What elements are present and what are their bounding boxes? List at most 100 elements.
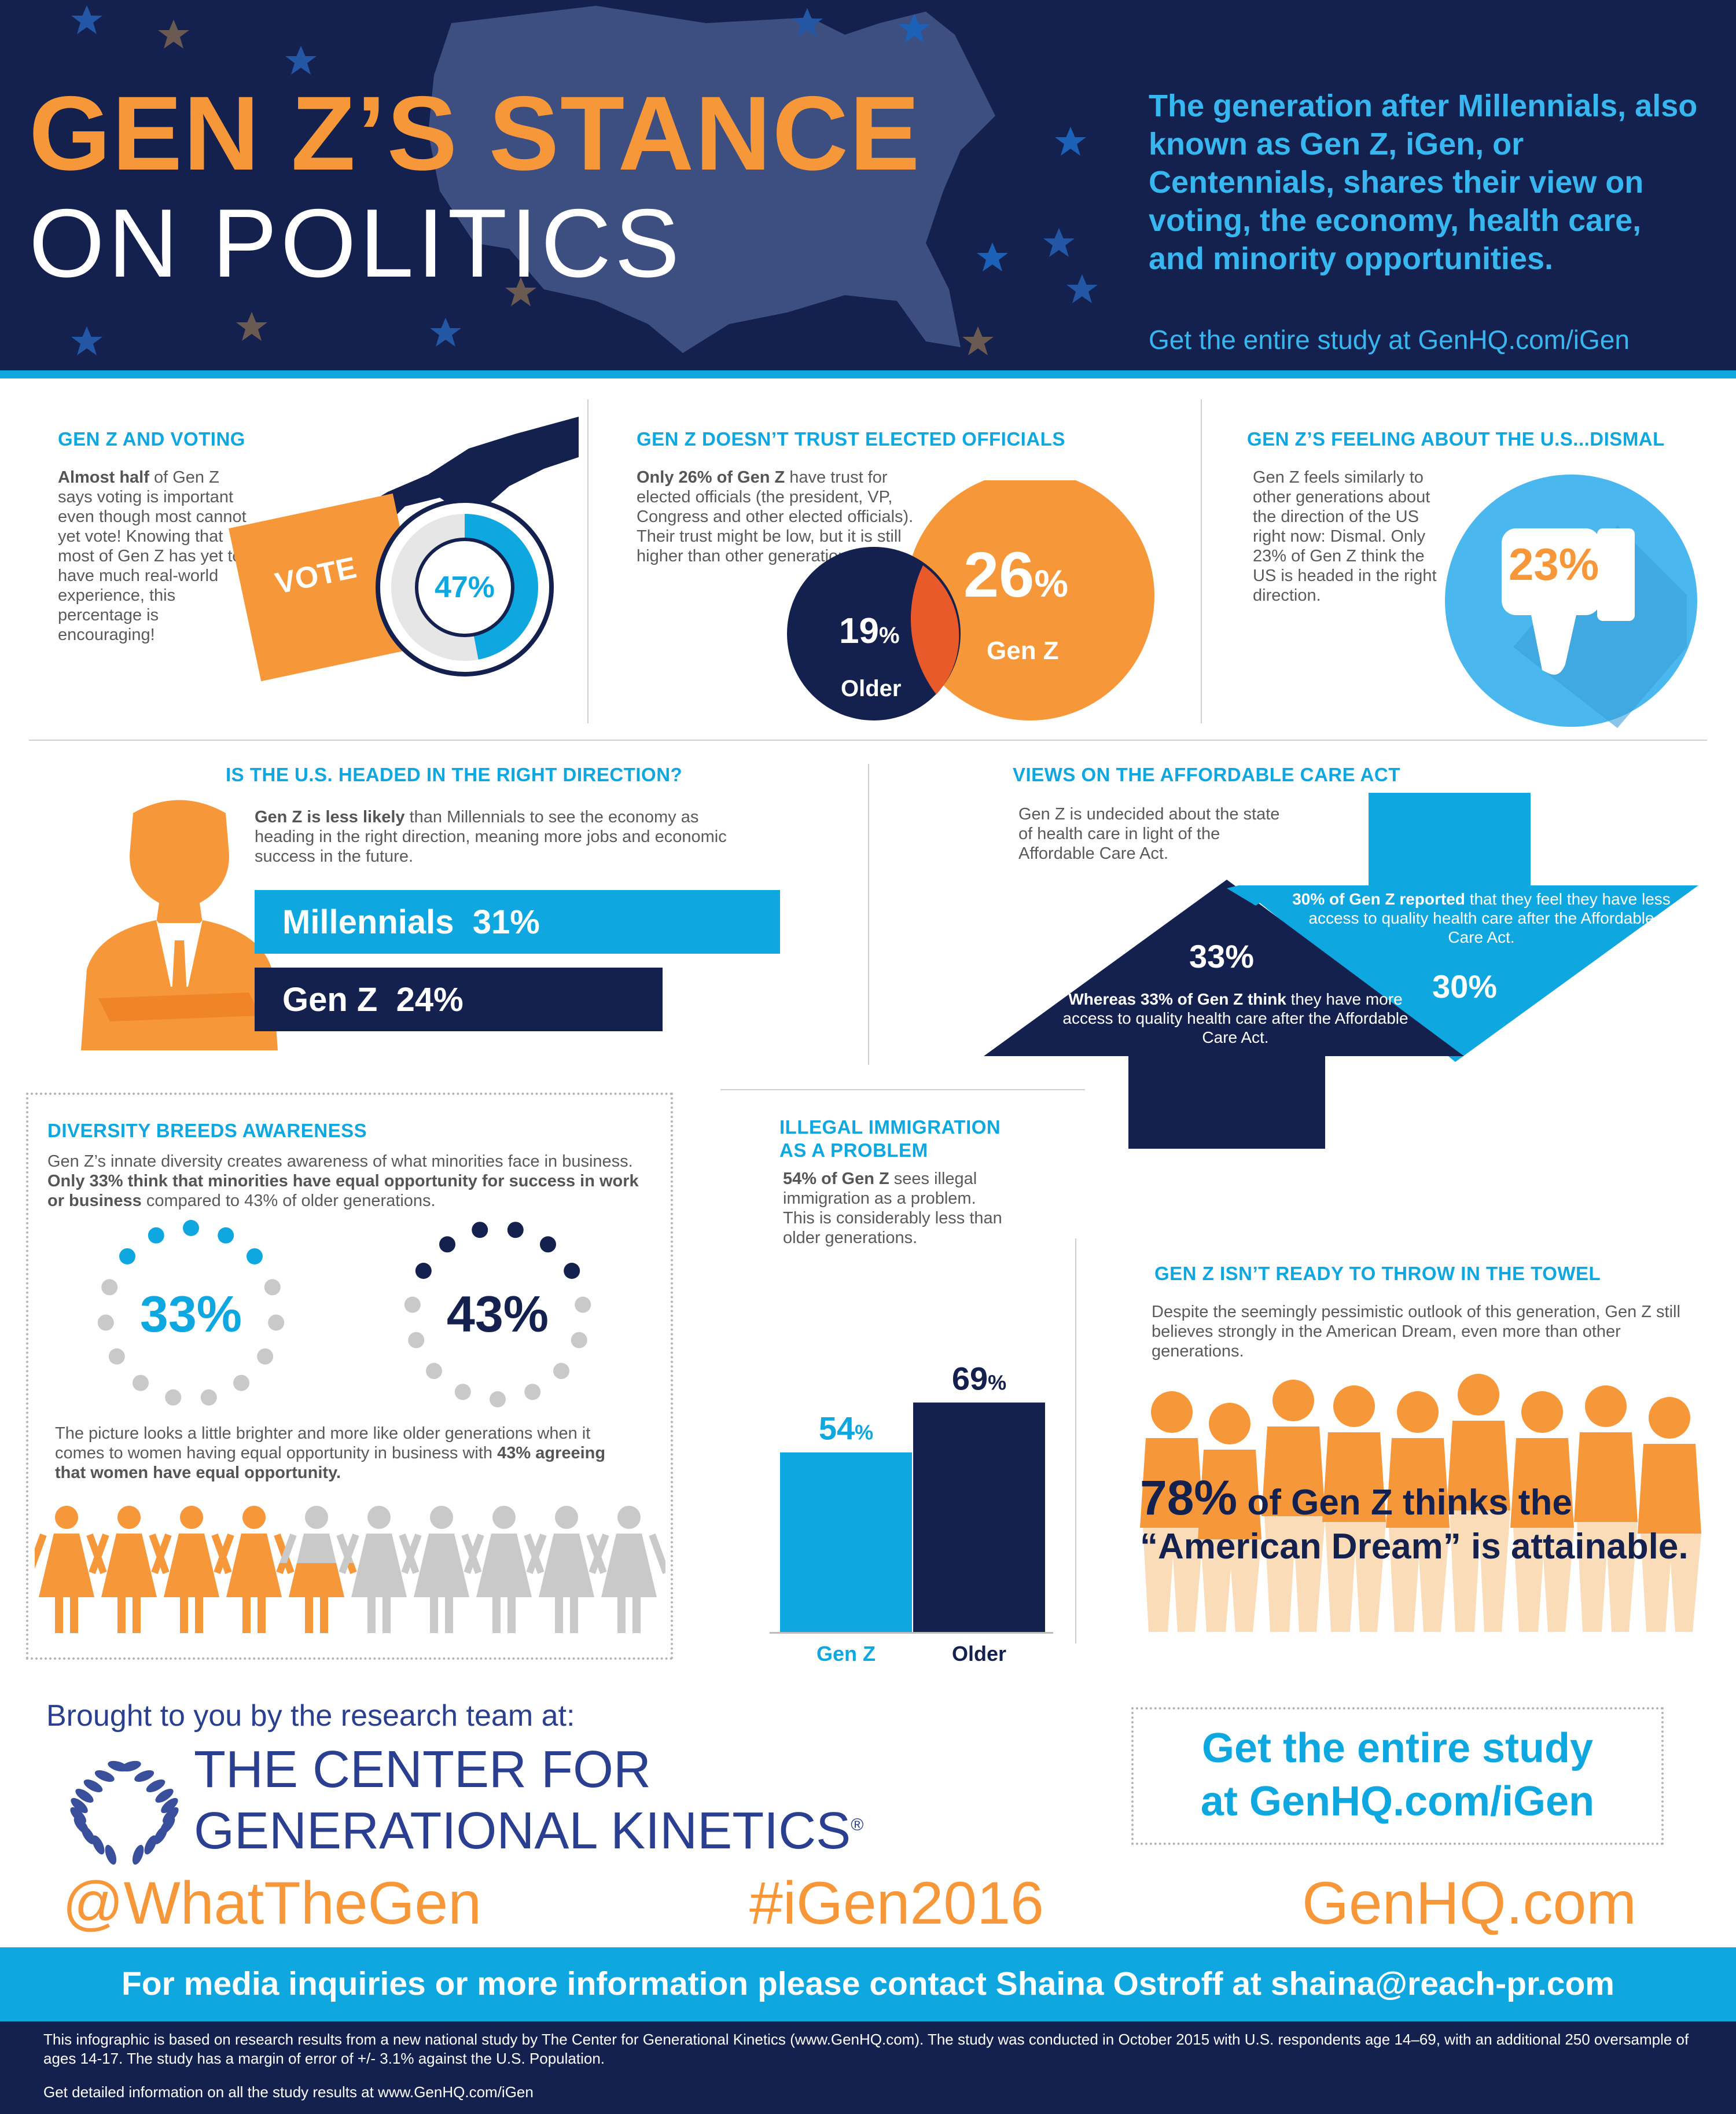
trust-venn bbox=[787, 480, 1154, 720]
diversity-box bbox=[26, 1093, 673, 1660]
towel-title: GEN Z ISN’T READY TO THROW IN THE TOWEL bbox=[1154, 1263, 1601, 1284]
trust-genz-value: 26% bbox=[963, 538, 1068, 612]
trust-lead: Only 26% of Gen Z bbox=[637, 468, 785, 487]
aca-text: Gen Z is undecided about the state of he… bbox=[1018, 805, 1280, 863]
aca-up-lead: Whereas 33% of Gen Z think bbox=[1068, 990, 1286, 1008]
thumbs-down-icon bbox=[1445, 475, 1697, 728]
immigration-chart: 54% Gen Z 69% Older bbox=[770, 1361, 1053, 1666]
immigration-title-line2: AS A PROBLEM bbox=[779, 1139, 928, 1161]
usa-map-icon bbox=[428, 6, 995, 353]
dismal-title: GEN Z’S FEELING ABOUT THE U.S...DISMAL bbox=[1247, 428, 1665, 450]
org-name: THE CENTER FOR GENERATIONAL KINETICS® bbox=[194, 1742, 863, 1859]
voting-title: GEN Z AND VOTING bbox=[58, 428, 245, 450]
ring-dot bbox=[553, 1363, 569, 1380]
site-link[interactable]: GenHQ.com bbox=[1302, 1870, 1636, 1937]
immigration-lead: 54% of Gen Z bbox=[783, 1170, 889, 1188]
ring-dot bbox=[571, 1332, 587, 1348]
person-silhouette bbox=[1510, 1391, 1574, 1632]
contact-bar bbox=[0, 1947, 1736, 2021]
ring-dot bbox=[264, 1279, 281, 1296]
study-line1: Get the entire study bbox=[1201, 1725, 1594, 1771]
person-silhouette bbox=[1198, 1403, 1261, 1632]
person-silhouette bbox=[1386, 1391, 1450, 1632]
twitter-handle[interactable]: @WhatTheGen bbox=[62, 1870, 482, 1937]
hashtag[interactable]: #iGen2016 bbox=[749, 1870, 1044, 1937]
voting-body: of Gen Z says voting is important even t… bbox=[58, 468, 247, 644]
trust-body: have trust for elected officials (the pr… bbox=[637, 468, 914, 565]
immigration-title-line1: ILLEGAL IMMIGRATION bbox=[779, 1116, 1001, 1138]
direction-bar-label: Millennials 31% bbox=[282, 903, 540, 942]
x-axis bbox=[770, 1632, 1053, 1634]
ring-dot bbox=[200, 1389, 217, 1406]
woman-icon bbox=[151, 1506, 232, 1633]
org-line2: GENERATIONAL KINETICS® bbox=[194, 1797, 863, 1859]
ring-dot bbox=[165, 1389, 182, 1406]
ring-dot bbox=[564, 1263, 580, 1279]
ring-dot bbox=[472, 1222, 488, 1238]
diversity-genz-value: 33% bbox=[139, 1285, 242, 1343]
org-reg: ® bbox=[851, 1815, 864, 1834]
genz-number: 26 bbox=[963, 539, 1035, 611]
ring-dot bbox=[133, 1374, 149, 1391]
disclaimer: This infographic is based on research re… bbox=[43, 2031, 1689, 2067]
diversity-bold2: 43% agreeing that women have equal oppor… bbox=[55, 1444, 606, 1482]
diversity-bold: Only 33% think that minorities have equa… bbox=[47, 1172, 639, 1210]
header-study-link[interactable]: Get the entire study at GenHQ.com/iGen bbox=[1149, 325, 1630, 355]
ring-dot bbox=[454, 1384, 471, 1400]
people-group-icon bbox=[1140, 1374, 1701, 1632]
voting-lead: Almost half bbox=[58, 468, 149, 487]
voting-donut bbox=[376, 498, 554, 677]
aca-up-body: they have more access to quality health … bbox=[1062, 990, 1408, 1046]
ring-dot bbox=[148, 1227, 164, 1244]
immigration-body: sees illegal immigration as a problem. T… bbox=[783, 1170, 1002, 1247]
direction-bar-label: Gen Z 24% bbox=[282, 980, 464, 1019]
contact-text[interactable]: For media inquiries or more information … bbox=[121, 1965, 1614, 2002]
bar-name: Millennials bbox=[282, 903, 454, 941]
diversity-title: DIVERSITY BREEDS AWARENESS bbox=[47, 1120, 367, 1141]
bar-value-label: 69% bbox=[952, 1361, 1006, 1397]
genz-dot-ring bbox=[97, 1220, 285, 1406]
divider bbox=[29, 740, 1707, 741]
ring-dot bbox=[268, 1314, 285, 1331]
disclaimer-area bbox=[0, 2021, 1736, 2114]
diversity-text: Gen Z’s innate diversity creates awarene… bbox=[47, 1152, 655, 1211]
towel-text: Despite the seemingly pessimistic outloo… bbox=[1152, 1303, 1680, 1361]
study-box-text[interactable]: Get the entire study at GenHQ.com/iGen bbox=[1131, 1722, 1664, 1828]
person-silhouette bbox=[1140, 1391, 1204, 1632]
category-label: Gen Z bbox=[816, 1642, 876, 1666]
ring-dot bbox=[246, 1248, 263, 1264]
bar-value-label: 54% bbox=[819, 1410, 873, 1447]
diversity-text2: The picture looks a little brighter and … bbox=[55, 1424, 634, 1483]
trust-older-value: 19% bbox=[839, 611, 900, 652]
businessman-icon bbox=[81, 800, 278, 1050]
dismal-text: Gen Z feels similarly to other generatio… bbox=[1253, 468, 1437, 605]
women-icons bbox=[35, 1506, 665, 1633]
ring-dot bbox=[233, 1374, 249, 1391]
aca-down-lead: 30% of Gen Z reported bbox=[1292, 890, 1465, 908]
direction-bar-millennials bbox=[255, 890, 780, 954]
page-subtitle: ON POLITICS bbox=[29, 189, 683, 297]
page-title: GEN Z’S STANCE bbox=[29, 74, 921, 192]
header-underline bbox=[0, 370, 1736, 378]
org-line1: THE CENTER FOR bbox=[194, 1741, 652, 1799]
aca-up-value: 33% bbox=[1189, 938, 1255, 975]
person-silhouette bbox=[1574, 1385, 1638, 1632]
aca-down-value: 30% bbox=[1432, 968, 1498, 1005]
person-silhouette bbox=[1261, 1380, 1325, 1632]
towel-line1: of Gen Z thinks the bbox=[1247, 1483, 1572, 1523]
direction-lead: Gen Z is less likely bbox=[255, 808, 405, 826]
aca-up-text: Whereas 33% of Gen Z think they have mor… bbox=[1056, 990, 1415, 1047]
ring-dot bbox=[97, 1314, 114, 1331]
ring-dot bbox=[490, 1391, 506, 1407]
study-box[interactable] bbox=[1131, 1707, 1664, 1845]
diversity-older-value: 43% bbox=[446, 1285, 549, 1343]
direction-text: Gen Z is less likely than Millennials to… bbox=[255, 807, 735, 866]
woman-icon bbox=[276, 1506, 357, 1633]
aca-arrows bbox=[984, 793, 1698, 1149]
ring-dot bbox=[101, 1279, 118, 1296]
older-number: 19 bbox=[839, 611, 879, 651]
detail-link[interactable]: Get detailed information on all the stud… bbox=[43, 2083, 534, 2101]
direction-body: than Millennials to see the economy as h… bbox=[255, 808, 727, 866]
divider bbox=[720, 1089, 1085, 1090]
bar-gen-z bbox=[780, 1452, 912, 1632]
